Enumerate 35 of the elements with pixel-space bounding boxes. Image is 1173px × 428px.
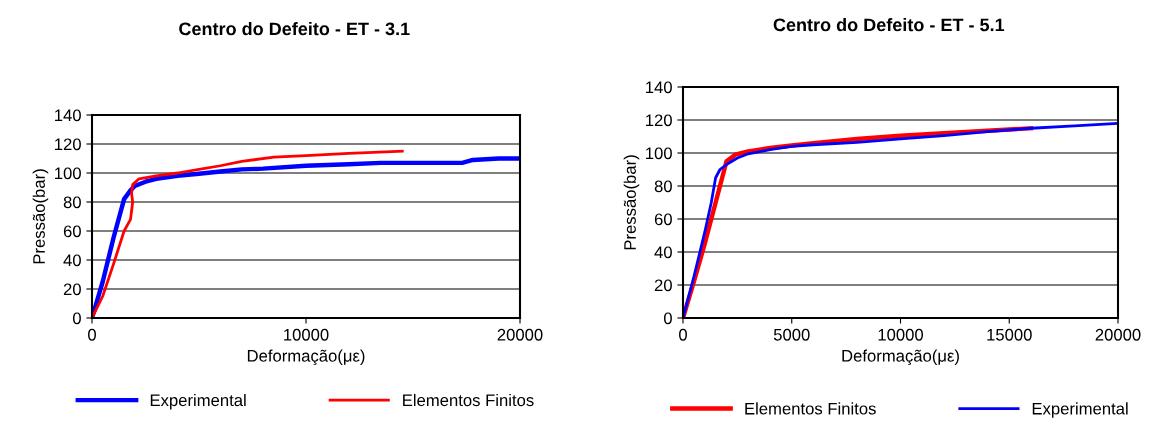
y-tick-label: 140 [646,81,672,94]
chart-title: Centro do Defeito - ET - 5.1 [773,18,1005,32]
legend-label: Experimental [1032,402,1128,418]
x-axis-title: Deformação(με) [247,349,365,366]
y-tick-label: 140 [55,109,81,122]
x-tick-label: 20000 [497,328,543,341]
y-tick-label: 20 [63,283,81,296]
y-axis-title: Pressão(bar) [623,155,640,250]
y-tick-label: 40 [654,246,672,259]
legend-label: Elementos Finitos [403,393,534,407]
y-tick-label: 100 [646,147,672,160]
x-tick-label: 10000 [284,328,329,341]
x-axis-title: Deformação(με) [842,349,959,366]
x-tick-label: 15000 [987,328,1032,341]
legend-label: Elementos Finitos [745,402,876,415]
line-series [92,149,404,318]
y-tick-label: 100 [55,167,81,180]
y-tick-label: 120 [646,114,672,127]
y-tick-label: 0 [72,312,81,325]
chart-title: Centro do Defeito - ET - 3.1 [179,22,410,36]
y-tick-label: 80 [63,196,81,209]
x-tick-label: 20000 [1095,328,1141,341]
x-tick-label: 10000 [878,328,924,341]
x-tick-label: 5000 [773,328,810,341]
legend-label: Experimental [150,393,246,410]
x-tick-label: 0 [88,328,96,341]
y-tick-label: 60 [63,225,81,238]
y-tick-label: 40 [63,254,81,267]
y-tick-label: 120 [55,138,81,151]
y-tick-label: 20 [654,279,672,292]
y-tick-label: 60 [654,213,672,226]
y-tick-label: 80 [654,180,672,193]
y-tick-label: 0 [663,312,672,325]
y-axis-title: Pressão(bar) [32,169,49,264]
x-tick-label: 0 [679,328,687,341]
